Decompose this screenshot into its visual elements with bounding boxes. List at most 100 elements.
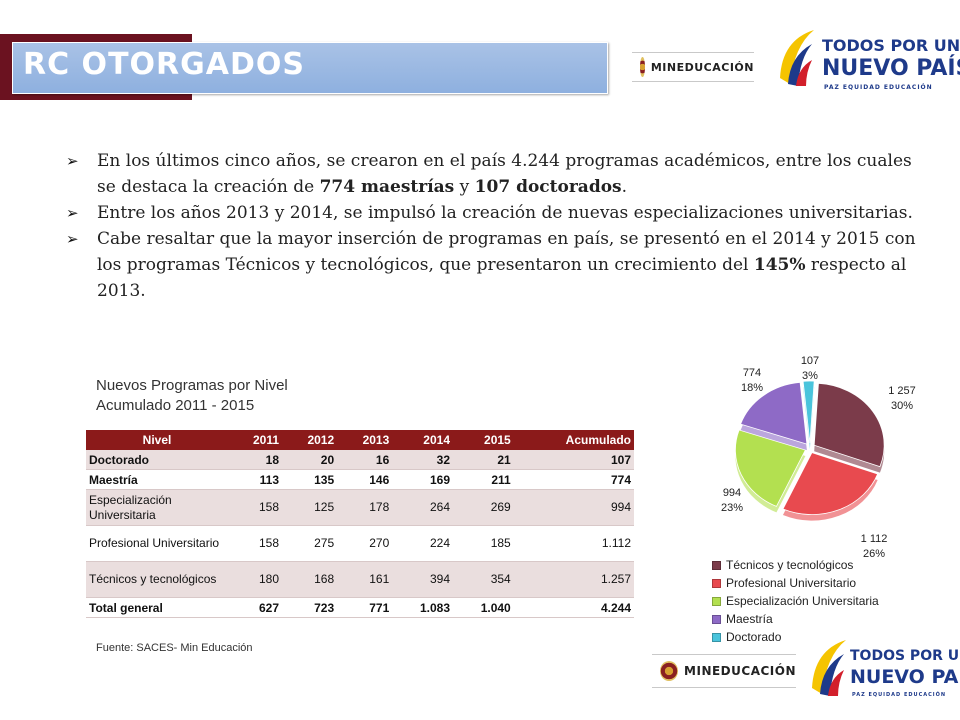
pie-slice-t-cnicos-y-tecnol-gicos xyxy=(813,382,885,468)
bullet-1-doctorados: 107 doctorados xyxy=(474,177,622,197)
header-2015: 2015 xyxy=(453,430,514,450)
coat-of-arms-icon xyxy=(660,661,679,681)
bullet-item: ➢ Entre los años 2013 y 2014, se impulsó… xyxy=(66,200,916,226)
pie-slice-especializaci-n-universitaria xyxy=(735,429,806,507)
pie-label-value: 107 xyxy=(800,355,820,367)
legend-item: Doctorado xyxy=(712,628,879,646)
legend-swatch xyxy=(712,578,721,588)
table-cell: 224 xyxy=(392,525,453,562)
bullet-1-text-a: En los últimos cinco años, se crearon en… xyxy=(97,151,912,197)
table-cell: 771 xyxy=(337,597,393,618)
pie-label-percent: 26% xyxy=(862,548,886,560)
paz-equidad-educacion-text: PAZ EQUIDAD EDUCACIÓN xyxy=(824,84,933,91)
mineducacion-logo-top: MINEDUCACIÓN xyxy=(632,52,754,82)
header-2013: 2013 xyxy=(337,430,393,450)
nuevo-pais-text: NUEVO PAÍS xyxy=(850,666,960,688)
mineducacion-logo-bottom: MINEDUCACIÓN xyxy=(652,654,796,688)
table-row: Profesional Universitario 158 275 270 22… xyxy=(86,525,634,562)
bullet-1-maestrias: 774 maestrías xyxy=(319,177,455,197)
legend-item: Maestría xyxy=(712,610,879,628)
table-cell: 16 xyxy=(337,450,393,470)
table-cell: 394 xyxy=(392,561,453,598)
table-cell: 32 xyxy=(392,450,453,470)
pie-slice-doctorado xyxy=(802,380,815,444)
table-cell: 269 xyxy=(453,489,514,526)
legend-swatch xyxy=(712,632,721,642)
table-cell: 1.112 xyxy=(513,525,634,562)
legend-label: Doctorado xyxy=(726,630,782,644)
header-nivel: Nivel xyxy=(86,430,228,450)
pie-label-profesional: 1 112 26% xyxy=(852,532,896,562)
table-cell: 774 xyxy=(513,469,634,490)
table-cell: 211 xyxy=(453,469,514,490)
pie-label-doctorado: 107 3% xyxy=(790,354,830,384)
table-cell: 21 xyxy=(453,450,514,470)
arrow-bullet-icon: ➢ xyxy=(66,204,79,222)
table-cell: 270 xyxy=(337,525,393,562)
table-header-row: Nivel 2011 2012 2013 2014 2015 Acumulado xyxy=(86,430,634,450)
pie-label-percent: 18% xyxy=(740,382,764,394)
table-cell: Profesional Universitario xyxy=(86,525,228,562)
table-cell: Especialización Universitaria xyxy=(86,489,228,526)
table-cell: 169 xyxy=(392,469,453,490)
pie-label-value: 774 xyxy=(742,367,762,379)
pie-legend: Técnicos y tecnológicos Profesional Univ… xyxy=(712,556,879,646)
table-cell: Total general xyxy=(86,597,228,618)
flag-swoosh-icon xyxy=(780,30,814,86)
table-row: Maestría 113 135 146 169 211 774 xyxy=(86,469,634,490)
legend-swatch xyxy=(712,560,721,570)
table-cell: 113 xyxy=(228,469,283,490)
source-note: Fuente: SACES- Min Educación xyxy=(96,642,253,654)
table-cell: 158 xyxy=(228,489,283,526)
header-acumulado: Acumulado xyxy=(513,430,634,450)
table-cell: 1.040 xyxy=(453,597,514,618)
pie-label-tecnicos: 1 257 30% xyxy=(880,384,924,414)
table-row: Doctorado 18 20 16 32 21 107 xyxy=(86,450,634,470)
bullet-3-percent: 145% xyxy=(753,255,806,275)
table-cell: 180 xyxy=(228,561,283,598)
todos-por-un-nuevo-pais-logo-top: TODOS POR UN NUEVO PAÍS PAZ EQUIDAD EDUC… xyxy=(776,28,960,104)
table-cell: Técnicos y tecnológicos xyxy=(86,561,228,598)
table-cell: 1.083 xyxy=(392,597,453,618)
coat-of-arms-icon xyxy=(640,57,645,77)
page-title: RC OTORGADOS xyxy=(23,47,305,82)
table-caption: Nuevos Programas por Nivel Acumulado 201… xyxy=(96,376,288,416)
table-cell: 723 xyxy=(282,597,338,618)
pie-chart xyxy=(735,380,885,521)
table-cell: 627 xyxy=(228,597,283,618)
bullet-item: ➢ Cabe resaltar que la mayor inserción d… xyxy=(66,226,916,304)
table-cell: 168 xyxy=(282,561,338,598)
pie-slice-profesional-universitario xyxy=(782,452,879,515)
table-caption-line1: Nuevos Programas por Nivel xyxy=(96,377,288,394)
table-cell: 146 xyxy=(337,469,393,490)
mineducacion-wordmark: MINEDUCACIÓN xyxy=(650,60,754,74)
todos-por-un-nuevo-pais-logo-bottom: TODOS POR UN NUEVO PAÍS PAZ EQUIDAD EDUC… xyxy=(808,638,960,710)
table-cell: 1.257 xyxy=(513,561,634,598)
todos-por-un-text: TODOS POR UN xyxy=(850,648,960,664)
pie-label-maestria: 774 18% xyxy=(732,366,772,396)
legend-item: Profesional Universitario xyxy=(712,574,879,592)
table-cell: 135 xyxy=(282,469,338,490)
legend-label: Técnicos y tecnológicos xyxy=(726,558,854,572)
table-row: Especialización Universitaria 158 125 17… xyxy=(86,489,634,526)
mineducacion-wordmark: MINEDUCACIÓN xyxy=(684,664,796,678)
pie-label-value: 1 257 xyxy=(888,385,916,397)
bullet-3-text-a: Cabe resaltar que la mayor inserción de … xyxy=(97,229,916,275)
table-cell: 158 xyxy=(228,525,283,562)
arrow-bullet-icon: ➢ xyxy=(66,152,79,170)
header-2011: 2011 xyxy=(228,430,283,450)
pie-label-percent: 3% xyxy=(802,370,818,382)
table-cell: Maestría xyxy=(86,469,228,490)
table-cell: 107 xyxy=(513,450,634,470)
bullet-item: ➢ En los últimos cinco años, se crearon … xyxy=(66,148,916,200)
legend-label: Maestría xyxy=(726,612,773,626)
table-cell: 264 xyxy=(392,489,453,526)
todos-por-un-text: TODOS POR UN xyxy=(822,36,960,55)
table-cell: 185 xyxy=(453,525,514,562)
pie-label-value: 1 112 xyxy=(860,533,888,545)
legend-label: Especialización Universitaria xyxy=(726,594,879,608)
bullet-list: ➢ En los últimos cinco años, se crearon … xyxy=(66,148,916,304)
flag-swoosh-icon xyxy=(812,640,846,696)
table-row: Técnicos y tecnológicos 180 168 161 394 … xyxy=(86,561,634,598)
arrow-bullet-icon: ➢ xyxy=(66,230,79,248)
